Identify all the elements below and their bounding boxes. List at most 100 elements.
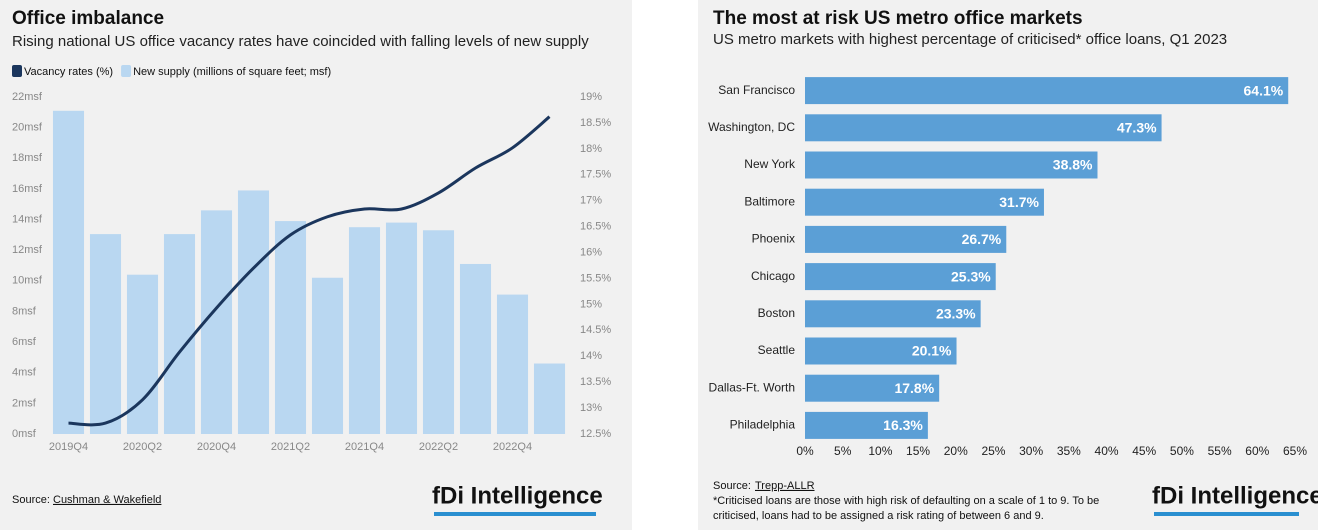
brand-logo: fDi Intelligence — [1152, 482, 1318, 509]
value-label: 17.8% — [894, 380, 934, 396]
bar — [348, 227, 381, 434]
value-label: 47.3% — [1117, 120, 1157, 136]
value-label: 23.3% — [936, 306, 976, 322]
y-tick-label: 22msf — [12, 91, 43, 103]
y-tick-label: Boston — [758, 306, 795, 320]
legend-swatch — [121, 65, 132, 77]
bar — [805, 225, 1007, 253]
source-label: Source: — [713, 480, 751, 492]
value-label: 25.3% — [951, 268, 991, 284]
y-tick-label: Baltimore — [744, 194, 795, 208]
y-tick-label: Chicago — [751, 269, 795, 283]
y2-tick-label: 13% — [580, 402, 602, 414]
y2-tick-label: 17.5% — [580, 169, 611, 181]
bar — [805, 151, 1098, 179]
x-tick-label: 15% — [906, 444, 930, 458]
y-tick-label: 16msf — [12, 183, 43, 195]
y2-tick-label: 15% — [580, 298, 602, 310]
y-tick-label: New York — [744, 157, 796, 171]
bar — [311, 277, 344, 434]
y2-tick-label: 15.5% — [580, 272, 611, 284]
bar — [805, 300, 981, 328]
value-label: 31.7% — [999, 194, 1039, 210]
bar — [459, 263, 492, 434]
chart-title: The most at risk US metro office markets — [713, 8, 1083, 29]
y-tick-label: 0msf — [12, 428, 37, 440]
bar — [805, 114, 1162, 142]
bar — [533, 363, 566, 434]
y2-tick-label: 14% — [580, 350, 602, 362]
x-tick-label: 5% — [834, 444, 852, 458]
source: Trepp-ALLR — [755, 480, 815, 492]
legend-label: Vacancy rates (%) — [24, 66, 113, 78]
bar — [163, 234, 196, 434]
y2-tick-label: 13.5% — [580, 376, 611, 388]
footnote: criticised, loans had to be assigned a r… — [713, 510, 1044, 522]
y-tick-label: 6msf — [12, 336, 37, 348]
x-tick-label: 2019Q4 — [49, 441, 88, 453]
brand-underline — [1154, 512, 1299, 516]
x-tick-label: 40% — [1095, 444, 1119, 458]
y-tick-label: 8msf — [12, 305, 37, 317]
value-label: 16.3% — [883, 417, 923, 433]
x-tick-label: 45% — [1132, 444, 1156, 458]
brand-logo: fDi Intelligence — [432, 482, 603, 509]
y-tick-label: 4msf — [12, 367, 37, 379]
y2-tick-label: 19% — [580, 91, 602, 103]
value-label: 20.1% — [912, 343, 952, 359]
bar — [274, 221, 307, 434]
chart-subtitle: Rising national US office vacancy rates … — [12, 33, 589, 50]
bar — [89, 234, 122, 434]
y-tick-label: Phoenix — [752, 232, 795, 246]
y-tick-label: Dallas-Ft. Worth — [709, 380, 795, 394]
chart-title: Office imbalance — [12, 8, 164, 29]
brand-underline — [434, 512, 596, 516]
bar — [52, 110, 85, 434]
value-label: 64.1% — [1244, 82, 1284, 98]
x-tick-label: 30% — [1019, 444, 1043, 458]
x-tick-label: 25% — [981, 444, 1005, 458]
y-tick-label: 10msf — [12, 275, 43, 287]
y2-tick-label: 12.5% — [580, 428, 611, 440]
x-tick-label: 2021Q4 — [345, 441, 384, 453]
y2-tick-label: 18% — [580, 143, 602, 155]
y-tick-label: 14msf — [12, 213, 43, 225]
x-tick-label: 0% — [796, 444, 814, 458]
x-tick-label: 60% — [1245, 444, 1269, 458]
bar — [237, 190, 270, 434]
x-tick-label: 35% — [1057, 444, 1081, 458]
x-tick-label: 2022Q2 — [419, 441, 458, 453]
y-tick-label: Washington, DC — [708, 120, 795, 134]
y-tick-label: 12msf — [12, 244, 43, 256]
x-tick-label: 2021Q2 — [271, 441, 310, 453]
y-tick-label: 2msf — [12, 397, 37, 409]
bar — [805, 77, 1289, 105]
x-tick-label: 55% — [1208, 444, 1232, 458]
y-tick-label: 20msf — [12, 122, 43, 134]
y2-tick-label: 14.5% — [580, 324, 611, 336]
y-tick-label: Philadelphia — [730, 418, 796, 432]
bar — [805, 337, 957, 365]
source-label: Source: — [12, 494, 50, 506]
x-tick-label: 65% — [1283, 444, 1307, 458]
bar — [805, 411, 928, 439]
value-label: 26.7% — [962, 231, 1002, 247]
x-tick-label: 50% — [1170, 444, 1194, 458]
y-tick-label: Seattle — [758, 343, 796, 357]
footnote: *Criticised loans are those with high ri… — [713, 495, 1099, 507]
x-tick-label: 20% — [944, 444, 968, 458]
x-tick-label: 10% — [868, 444, 892, 458]
bar — [422, 230, 455, 434]
y2-tick-label: 16% — [580, 246, 602, 258]
bar — [805, 188, 1044, 216]
bar — [805, 374, 940, 402]
source: Cushman & Wakefield — [53, 494, 161, 506]
x-tick-label: 2020Q2 — [123, 441, 162, 453]
line — [68, 115, 551, 427]
y-tick-label: 18msf — [12, 152, 43, 164]
bar — [385, 222, 418, 434]
value-label: 38.8% — [1053, 157, 1093, 173]
x-tick-label: 2022Q4 — [493, 441, 532, 453]
legend-swatch — [12, 65, 22, 77]
